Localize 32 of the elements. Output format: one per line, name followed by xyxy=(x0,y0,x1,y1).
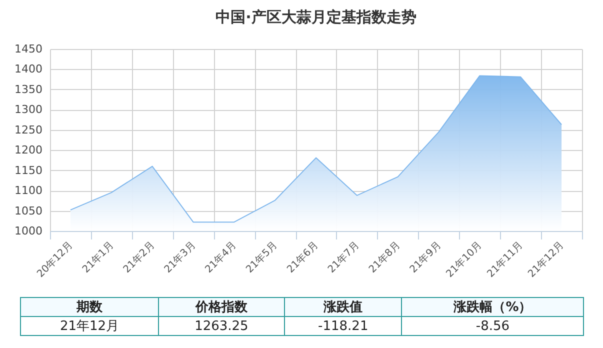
x-tick-label: 21年11月 xyxy=(484,239,526,280)
x-tick-label: 21年12月 xyxy=(526,239,566,280)
y-tick-label: 1150 xyxy=(14,164,42,177)
x-tick-label: 21年4月 xyxy=(202,239,239,276)
text: 涨跌幅（%） xyxy=(402,298,584,316)
y-tick-label: 1300 xyxy=(14,103,42,116)
x-tick-label: 20年12月 xyxy=(34,239,76,280)
text: 价格指数 xyxy=(158,298,284,316)
x-tick-label: 21年9月 xyxy=(407,239,444,276)
y-tick-label: 1050 xyxy=(14,204,42,218)
x-tick-label: 21年1月 xyxy=(80,239,116,276)
y-tick-label: 1350 xyxy=(14,82,42,96)
text: 期数 xyxy=(20,298,159,316)
text: 涨跌值 xyxy=(284,298,402,316)
text: 21年12月 xyxy=(20,316,159,336)
x-tick-label: 21年3月 xyxy=(162,239,198,276)
y-tick-label: 1200 xyxy=(14,144,42,157)
x-tick-label: 21年8月 xyxy=(366,239,403,276)
y-tick-label: 1450 xyxy=(14,42,42,56)
y-tick-label: 1000 xyxy=(14,224,42,238)
x-tick-label: 21年7月 xyxy=(326,239,362,276)
x-tick-label: 21年5月 xyxy=(244,239,280,276)
text: -118.21 xyxy=(284,316,402,336)
x-tick-label: 21年10月 xyxy=(444,239,484,280)
x-tick-label: 21年2月 xyxy=(120,239,158,276)
y-tick-label: 1100 xyxy=(14,184,42,198)
y-tick-label: 1250 xyxy=(14,123,42,136)
text: -8.56 xyxy=(402,316,584,336)
x-tick-label: 21年6月 xyxy=(284,239,321,276)
chart-title: 中国·产区大蒜月定基指数走势 xyxy=(216,8,416,26)
text: 1263.25 xyxy=(158,316,284,336)
y-tick-label: 1400 xyxy=(14,62,42,76)
